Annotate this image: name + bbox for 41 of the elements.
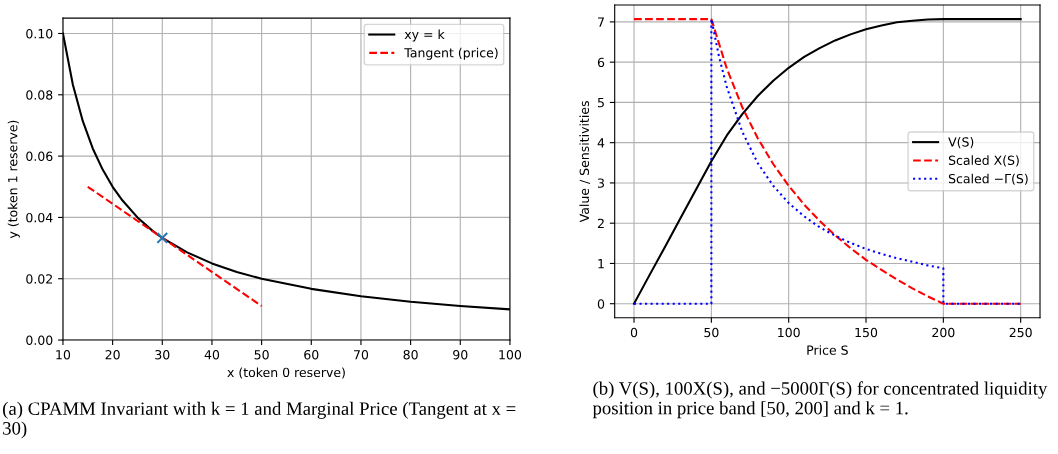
text: (b) V(S), 100X(S), and −5000Γ(S) for concentrated liquidity position in price band [50, 200] and k = 1. xyxy=(592,381,1048,419)
legend-label: Scaled −Γ(S) xyxy=(948,173,1028,185)
x-tick-label: 50 xyxy=(254,349,269,360)
y-axis-title: Value / Sensitivities xyxy=(579,101,591,223)
y-tick-label: 6 xyxy=(597,57,605,68)
y-tick-label: 5 xyxy=(597,98,604,108)
x-tick-label: 100 xyxy=(778,327,800,338)
x-tick-label: 250 xyxy=(1009,327,1032,338)
x-tick-label: 60 xyxy=(304,349,319,360)
y-tick-label: 2 xyxy=(597,218,604,228)
y-tick-label: 0.08 xyxy=(26,90,53,100)
x-tick-label: 80 xyxy=(403,349,418,360)
x-axis-title: Price S xyxy=(807,345,848,355)
legend-label: xy = k xyxy=(404,29,445,42)
x-tick-label: 100 xyxy=(499,349,522,360)
y-tick-label: 0.06 xyxy=(26,151,53,162)
x-tick-label: 20 xyxy=(105,349,120,360)
y-tick-label: 3 xyxy=(597,178,604,188)
x-axis-title: x (token 0 reserve) xyxy=(227,367,345,379)
x-tick-label: 90 xyxy=(453,349,468,360)
x-tick-label: 0 xyxy=(630,327,638,338)
x-tick-label: 40 xyxy=(204,349,220,360)
y-tick-label: 0.04 xyxy=(26,212,53,223)
legend-label: V(S) xyxy=(948,137,974,149)
x-tick-label: 150 xyxy=(855,327,878,338)
legend-label: Scaled X(S) xyxy=(948,155,1019,167)
y-tick-label: 1 xyxy=(598,259,604,269)
y-tick-label: 0.02 xyxy=(26,274,52,284)
y-tick-label: 7 xyxy=(598,17,604,27)
y-tick-label: 4 xyxy=(597,138,605,148)
text: (a) CPAMM Invariant with k = 1 and Marginal Price (Tangent at x = 30) xyxy=(3,401,516,439)
x-tick-label: 200 xyxy=(932,327,955,338)
y-tick-label: 0.10 xyxy=(26,28,53,39)
x-tick-label: 10 xyxy=(56,349,71,360)
x-tick-label: 50 xyxy=(704,327,719,338)
y-tick-label: 0 xyxy=(597,299,605,309)
x-tick-label: 30 xyxy=(155,349,170,360)
y-axis-title: y (token 1 reserve) xyxy=(7,120,20,239)
x-tick-label: 70 xyxy=(354,349,369,360)
y-tick-label: 0.00 xyxy=(26,335,53,345)
legend-label: Tangent (price) xyxy=(404,47,498,60)
